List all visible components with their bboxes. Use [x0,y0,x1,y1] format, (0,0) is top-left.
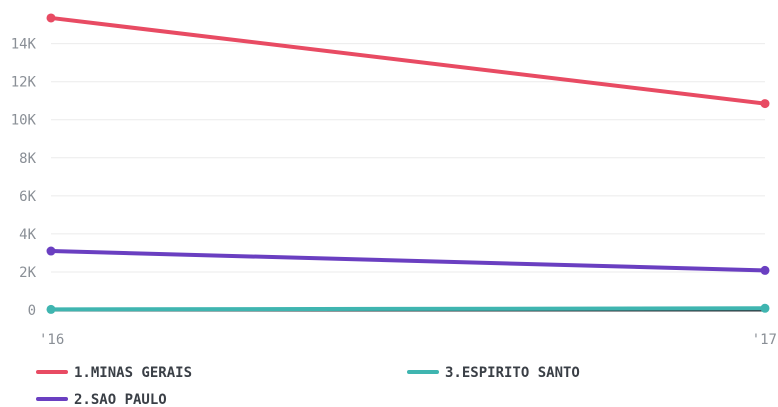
data-point[interactable] [46,246,56,256]
series-lines [46,13,770,314]
data-point[interactable] [46,13,56,23]
y-tick-label: 12K [11,75,37,91]
grid-lines [51,43,765,273]
y-tick-label: 4K [19,227,36,243]
series-3 [46,303,770,314]
legend-item[interactable]: 1.MINAS GERAIS [36,365,192,381]
legend-item[interactable]: 3.ESPIRITO SANTO [407,365,580,381]
x-tick-label: '16 [39,332,64,348]
x-tick-label: '17 [752,332,777,348]
series-1 [46,13,770,109]
legend-label: 2.SAO PAULO [74,392,167,407]
y-axis-tick-labels: 0 2K 4K 6K 8K 10K 12K 14K [11,37,37,319]
y-tick-label: 2K [19,265,36,281]
y-tick-label: 0 [28,303,36,319]
data-point[interactable] [760,99,770,109]
legend-label: 1.MINAS GERAIS [74,365,192,381]
data-point[interactable] [760,265,770,275]
legend: 1.MINAS GERAIS 2.SAO PAULO 3.ESPIRITO SANT… [36,365,580,407]
y-tick-label: 8K [19,151,36,167]
series-line [49,306,767,312]
y-tick-label: 10K [11,113,37,129]
y-tick-label: 14K [11,37,37,53]
data-point[interactable] [760,303,770,313]
series-line [49,249,767,273]
series-line [49,15,767,106]
legend-label: 3.ESPIRITO SANTO [445,365,580,381]
series-2 [46,246,770,275]
legend-item[interactable]: 2.SAO PAULO [36,392,167,407]
x-axis-tick-labels: '16 '17 [39,332,777,348]
y-tick-label: 6K [19,189,36,205]
data-point[interactable] [46,304,56,314]
